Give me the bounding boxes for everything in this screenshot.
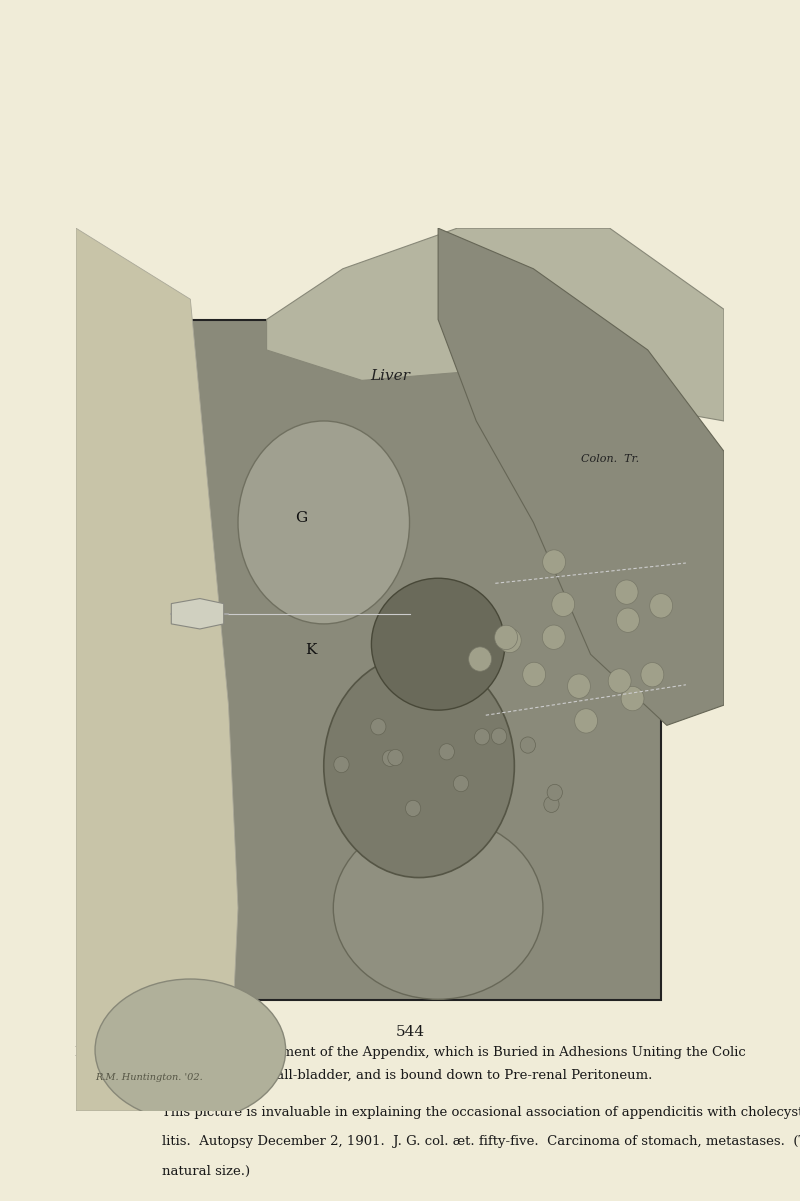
- Polygon shape: [438, 228, 724, 725]
- Circle shape: [617, 608, 639, 633]
- Text: Flexure to the Gall-bladder, and is bound down to Pre-renal Peritoneum.: Flexure to the Gall-bladder, and is boun…: [167, 1069, 653, 1082]
- Circle shape: [388, 749, 403, 765]
- Circle shape: [522, 662, 546, 687]
- Circle shape: [469, 647, 491, 671]
- Circle shape: [491, 728, 506, 745]
- Circle shape: [552, 592, 574, 616]
- Text: K: K: [305, 644, 316, 657]
- Circle shape: [608, 669, 631, 693]
- Circle shape: [641, 663, 664, 687]
- Circle shape: [439, 743, 454, 760]
- Circle shape: [567, 674, 590, 698]
- Polygon shape: [266, 228, 724, 422]
- Text: G: G: [295, 512, 307, 525]
- Bar: [159, 319, 661, 999]
- Circle shape: [542, 625, 566, 650]
- Circle shape: [454, 776, 469, 791]
- Ellipse shape: [95, 979, 286, 1121]
- Circle shape: [544, 796, 559, 812]
- Ellipse shape: [238, 422, 410, 623]
- Circle shape: [498, 628, 522, 652]
- Circle shape: [520, 737, 535, 753]
- Circle shape: [615, 580, 638, 604]
- Text: Colon.  Tr.: Colon. Tr.: [581, 454, 639, 464]
- Text: Fig. 252.—Embryonic Displacement of the Appendix, which is Buried in Adhesions U: Fig. 252.—Embryonic Displacement of the …: [74, 1046, 746, 1059]
- Polygon shape: [76, 228, 238, 1111]
- Polygon shape: [171, 598, 224, 629]
- Circle shape: [650, 593, 673, 619]
- Circle shape: [334, 757, 349, 772]
- Circle shape: [370, 718, 386, 735]
- Ellipse shape: [334, 817, 543, 999]
- Text: litis.  Autopsy December 2, 1901.  J. G. col. æt. fifty-five.  Carcinoma of stom: litis. Autopsy December 2, 1901. J. G. c…: [162, 1135, 800, 1148]
- Circle shape: [406, 800, 421, 817]
- Ellipse shape: [324, 655, 514, 878]
- Text: natural size.): natural size.): [162, 1165, 250, 1178]
- Ellipse shape: [371, 578, 505, 710]
- Circle shape: [547, 784, 562, 801]
- Circle shape: [542, 550, 566, 574]
- Circle shape: [494, 626, 518, 650]
- Circle shape: [574, 709, 598, 733]
- Text: This picture is invaluable in explaining the occasional association of appendici: This picture is invaluable in explaining…: [162, 1106, 800, 1119]
- Text: Liver: Liver: [370, 370, 410, 383]
- Text: 544: 544: [395, 1024, 425, 1039]
- Text: R.M. Huntington. '02.: R.M. Huntington. '02.: [95, 1074, 203, 1082]
- Circle shape: [382, 751, 398, 766]
- Circle shape: [621, 687, 644, 711]
- Circle shape: [474, 729, 490, 745]
